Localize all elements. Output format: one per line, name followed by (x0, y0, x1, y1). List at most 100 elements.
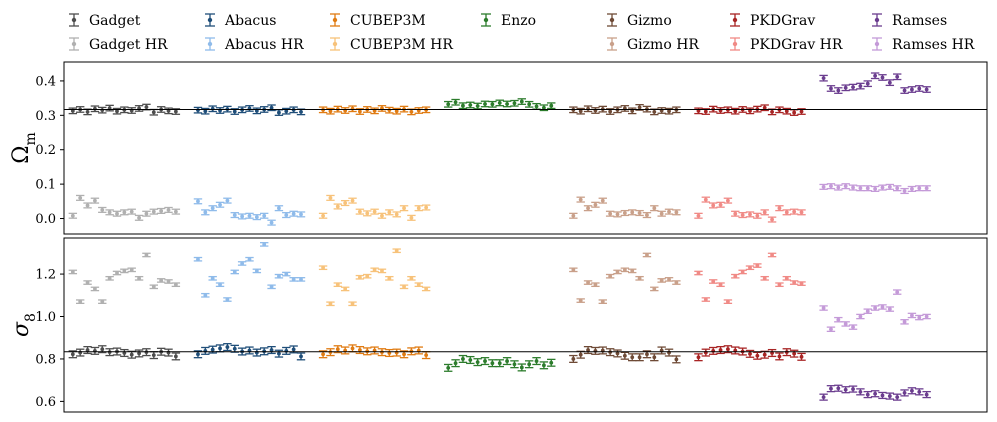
errorbar-point (620, 105, 630, 112)
data-point (659, 278, 664, 283)
data-point (910, 187, 914, 191)
data-point (232, 213, 237, 217)
data-point (652, 355, 657, 360)
data-point (262, 242, 267, 247)
errorbar-point (628, 107, 637, 115)
errorbar-point (274, 349, 284, 358)
data-point (667, 109, 671, 114)
errorbar-point (576, 350, 585, 359)
data-point (902, 319, 907, 324)
data-point (70, 270, 75, 274)
errorbar-point (620, 267, 630, 273)
errorbar-point (340, 346, 350, 355)
errorbar-point (385, 275, 394, 281)
errorbar-point (628, 268, 637, 274)
series-gadget (68, 345, 181, 361)
errorbar-point (775, 205, 784, 212)
errorbar-point (252, 107, 262, 115)
errorbar-point (745, 107, 755, 115)
data-point (777, 282, 782, 287)
errorbar-point (885, 392, 895, 400)
data-point (159, 278, 164, 283)
sigma-8-ytick-label: 1.2 (35, 268, 56, 283)
data-point (453, 361, 458, 366)
data-point (608, 109, 613, 114)
errorbar-point (112, 210, 122, 217)
errorbar-point (193, 256, 203, 262)
errorbar-point (900, 319, 909, 325)
errorbar-point (789, 109, 799, 116)
data-point (586, 206, 590, 211)
data-point (277, 110, 281, 115)
errorbar-point (731, 273, 740, 279)
errorbar-point (716, 345, 725, 355)
data-point (321, 352, 325, 357)
data-point (578, 298, 583, 303)
data-point (858, 314, 863, 319)
errorbar-point (355, 345, 365, 355)
errorbar-point (789, 280, 799, 285)
data-point (762, 105, 767, 110)
errorbar-point (348, 105, 357, 113)
data-point (269, 284, 274, 289)
errorbar-point (738, 106, 747, 113)
omega-m-ytick-label: 0.3 (35, 109, 56, 124)
series-abacus (193, 104, 306, 116)
data-point (173, 109, 178, 114)
errorbar-point (414, 107, 423, 114)
errorbar-point (694, 212, 703, 219)
errorbar-point (922, 86, 931, 93)
errorbar-point (863, 308, 872, 314)
data-point (122, 268, 127, 273)
data-point (240, 214, 245, 219)
data-point (740, 213, 745, 217)
errorbar-point (708, 202, 718, 209)
data-point (93, 106, 97, 111)
errorbar-point (385, 348, 394, 358)
data-point (667, 209, 671, 214)
data-point (137, 215, 141, 220)
errorbar-point (164, 107, 173, 115)
data-point (387, 108, 392, 113)
data-point (615, 270, 620, 274)
data-point (571, 357, 576, 361)
errorbar-point (922, 313, 931, 320)
errorbar-point (547, 358, 556, 367)
errorbar-point (377, 212, 387, 219)
data-point (674, 210, 679, 215)
errorbar-point (510, 99, 519, 107)
data-point (409, 276, 414, 281)
errorbar-point (127, 107, 136, 114)
sigma-8-axis-label: σ8 (9, 313, 39, 337)
errorbar-point (863, 185, 872, 192)
data-point (232, 346, 237, 351)
data-point (703, 109, 708, 114)
errorbar-point (701, 348, 711, 357)
errorbar-point (134, 105, 144, 112)
errorbar-point (664, 208, 674, 215)
data-point (468, 358, 473, 362)
errorbar-point (819, 393, 828, 401)
data-point (836, 88, 841, 93)
data-point (880, 75, 885, 80)
sigma-8-ytick-label: 1.0 (35, 310, 56, 325)
errorbar-point (628, 353, 637, 362)
data-point (792, 351, 797, 356)
legend-marker (205, 37, 215, 51)
data-point (129, 267, 134, 272)
errorbar-point (171, 282, 181, 288)
errorbar-point (274, 205, 284, 212)
data-point (578, 109, 583, 114)
errorbar-point (826, 183, 836, 190)
data-point (718, 202, 723, 207)
errorbar-point (767, 216, 777, 223)
series-abacus-hr (193, 197, 306, 226)
errorbar-point (193, 106, 203, 114)
errorbar-point (473, 102, 482, 110)
errorbar-point (83, 202, 92, 209)
errorbar-point (399, 350, 409, 359)
errorbar-point (613, 349, 622, 358)
errorbar-point (900, 87, 909, 94)
errorbar-point (907, 387, 917, 395)
data-point (711, 203, 716, 208)
